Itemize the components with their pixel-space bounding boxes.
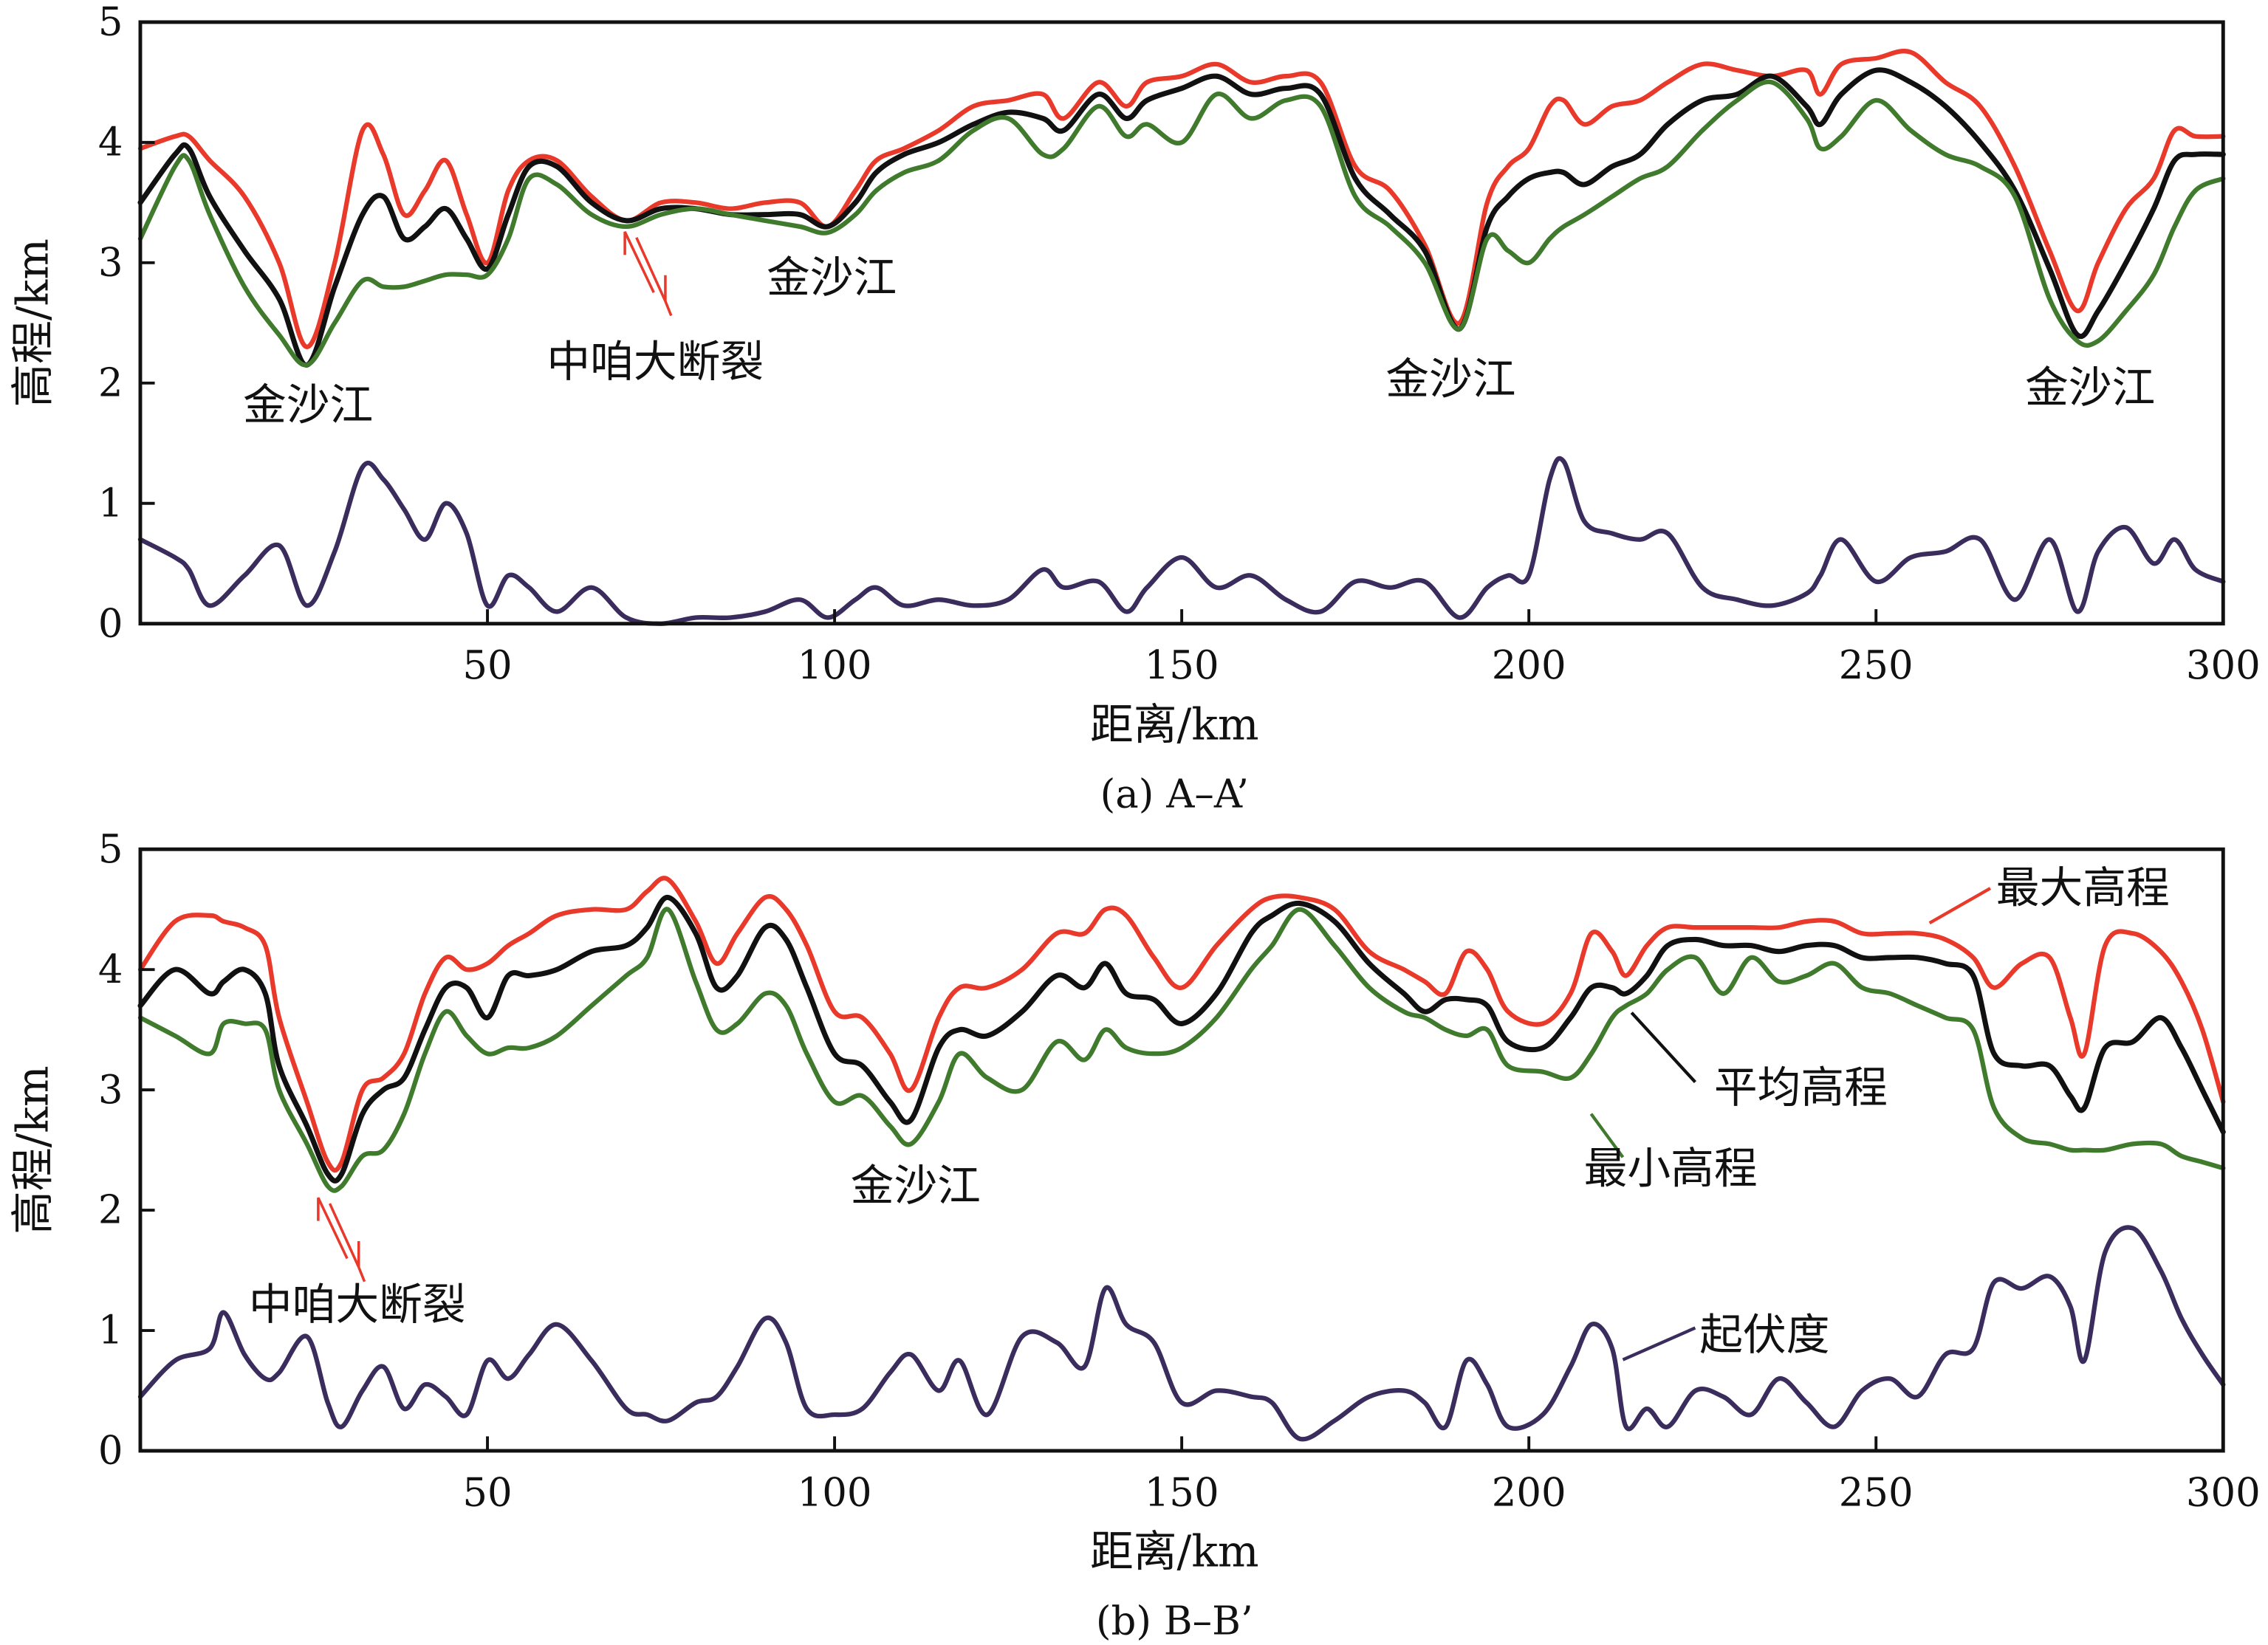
y-tick-label: 1 bbox=[98, 481, 123, 526]
max-elevation-line bbox=[137, 49, 2226, 349]
fault-arrows-icon bbox=[317, 1197, 366, 1282]
max-elevation-line bbox=[137, 876, 2226, 1173]
river-label: 金沙江 bbox=[2025, 362, 2155, 413]
plot-frame bbox=[138, 847, 2225, 1453]
panel-caption: (a) A–A’ bbox=[1100, 772, 1249, 817]
x-tick-label: 150 bbox=[1145, 1470, 1219, 1515]
panel-b-profile: 50 100 150 200 250 300 0 1 2 3 4 5 距离/km 高程/km (b) B–B… bbox=[7, 827, 2261, 1644]
x-tick-label: 250 bbox=[1839, 1470, 1914, 1515]
river-label: 金沙江 bbox=[1385, 353, 1515, 404]
y-tick-label: 0 bbox=[98, 601, 123, 646]
y-tick-label: 2 bbox=[98, 1188, 123, 1233]
x-tick-label: 200 bbox=[1492, 643, 1566, 688]
y-axis-label: 高程/km bbox=[7, 1065, 58, 1234]
x-axis-label: 距离/km bbox=[1090, 1526, 1259, 1577]
mean-elevation-line bbox=[137, 67, 2226, 368]
x-tick-label: 250 bbox=[1839, 643, 1914, 688]
panel-a-profile: 50 100 150 200 250 300 0 1 2 3 4 5 距离/km 高程/km (a) A–A… bbox=[7, 0, 2261, 817]
x-tick-label: 300 bbox=[2186, 643, 2261, 688]
min-elevation-line bbox=[137, 907, 2226, 1193]
x-tick-label: 100 bbox=[798, 1470, 872, 1515]
legend-label-max-elevation: 最大高程 bbox=[1996, 862, 2170, 913]
y-tick-label: 1 bbox=[98, 1308, 123, 1353]
y-tick-label: 4 bbox=[98, 120, 123, 165]
x-tick-label: 150 bbox=[1145, 643, 1219, 688]
x-tick-label: 50 bbox=[462, 1470, 512, 1515]
legend-leader-line bbox=[1622, 1326, 1696, 1361]
y-axis-label: 高程/km bbox=[7, 238, 58, 408]
y-tick-label: 2 bbox=[98, 360, 123, 405]
plot-frame bbox=[138, 20, 2225, 626]
y-tick-label: 3 bbox=[98, 1068, 123, 1113]
legend-leader-line bbox=[1589, 1113, 1625, 1158]
legend-label-min-elevation: 最小高程 bbox=[1584, 1143, 1758, 1194]
legend-label-relief: 起伏度 bbox=[1699, 1309, 1829, 1360]
legend-leader-line bbox=[1630, 1012, 1697, 1084]
y-tick-label: 3 bbox=[98, 240, 123, 285]
y-tick-label: 0 bbox=[98, 1429, 123, 1474]
legend-label-mean-elevation: 平均高程 bbox=[1714, 1062, 1888, 1113]
min-elevation-line bbox=[137, 79, 2226, 368]
river-label: 金沙江 bbox=[851, 1160, 981, 1211]
y-tick-label: 4 bbox=[98, 947, 123, 992]
river-label: 金沙江 bbox=[243, 380, 373, 430]
x-tick-label: 100 bbox=[798, 643, 872, 688]
relief-line bbox=[137, 1225, 2226, 1442]
x-tick-label: 50 bbox=[462, 643, 512, 688]
fault-arrows-icon bbox=[623, 231, 673, 317]
fault-label: 中咱大断裂 bbox=[547, 336, 764, 387]
river-label: 金沙江 bbox=[767, 252, 897, 303]
mean-elevation-line bbox=[137, 894, 2226, 1184]
fault-label: 中咱大断裂 bbox=[249, 1279, 466, 1330]
x-axis-label: 距离/km bbox=[1090, 698, 1259, 749]
y-tick-label: 5 bbox=[98, 827, 123, 872]
panel-caption: (b) B–B’ bbox=[1096, 1599, 1253, 1644]
x-tick-label: 300 bbox=[2186, 1470, 2261, 1515]
legend-leader-line bbox=[1928, 887, 1992, 924]
relief-line bbox=[137, 456, 2226, 626]
x-tick-label: 200 bbox=[1492, 1470, 1566, 1515]
y-tick-label: 5 bbox=[98, 0, 123, 45]
